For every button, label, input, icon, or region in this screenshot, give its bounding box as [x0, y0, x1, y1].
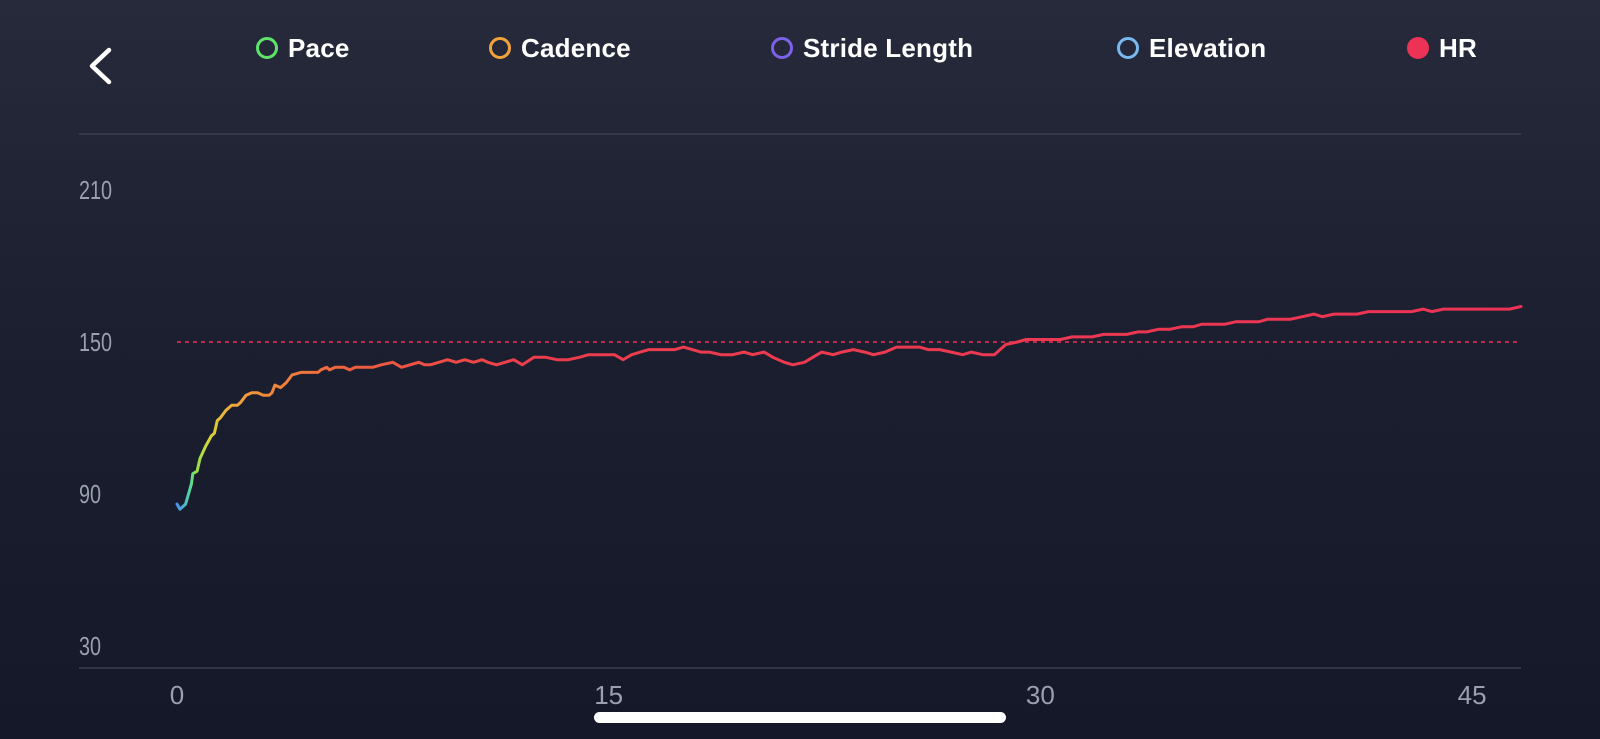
- hr-series-line: [175, 305, 1523, 511]
- legend-item-cadence[interactable]: Cadence: [489, 28, 631, 68]
- legend-swatch-hr: [1407, 37, 1429, 59]
- chevron-left-icon: [89, 47, 112, 85]
- y-tick-label: 210: [79, 175, 112, 205]
- x-tick-label: 30: [1026, 680, 1055, 710]
- legend-item-elevation[interactable]: Elevation: [1117, 28, 1266, 68]
- legend-label-pace: Pace: [288, 32, 350, 63]
- x-tick-label: 15: [594, 680, 623, 710]
- legend-label-cadence: Cadence: [521, 32, 631, 63]
- legend-item-pace[interactable]: Pace: [256, 28, 350, 68]
- legend-label-stride-length: Stride Length: [803, 32, 974, 63]
- legend-swatch-pace: [256, 37, 278, 59]
- series-legend: Pace Cadence Stride Length Elevation HR: [0, 28, 1600, 68]
- y-tick-label: 90: [79, 479, 101, 509]
- legend-swatch-stride-length: [771, 37, 793, 59]
- legend-item-hr[interactable]: HR: [1407, 28, 1477, 68]
- x-tick-label: 45: [1458, 680, 1487, 710]
- legend-label-elevation: Elevation: [1149, 32, 1267, 63]
- x-tick-label: 0: [170, 680, 184, 710]
- legend-swatch-cadence: [489, 37, 511, 59]
- legend-swatch-elevation: [1117, 37, 1139, 59]
- back-button[interactable]: [78, 42, 126, 90]
- y-tick-label: 30: [79, 631, 101, 661]
- legend-item-stride-length[interactable]: Stride Length: [771, 28, 973, 68]
- y-tick-label: 150: [79, 327, 112, 357]
- legend-label-hr: HR: [1439, 32, 1477, 63]
- home-indicator[interactable]: [594, 712, 1006, 723]
